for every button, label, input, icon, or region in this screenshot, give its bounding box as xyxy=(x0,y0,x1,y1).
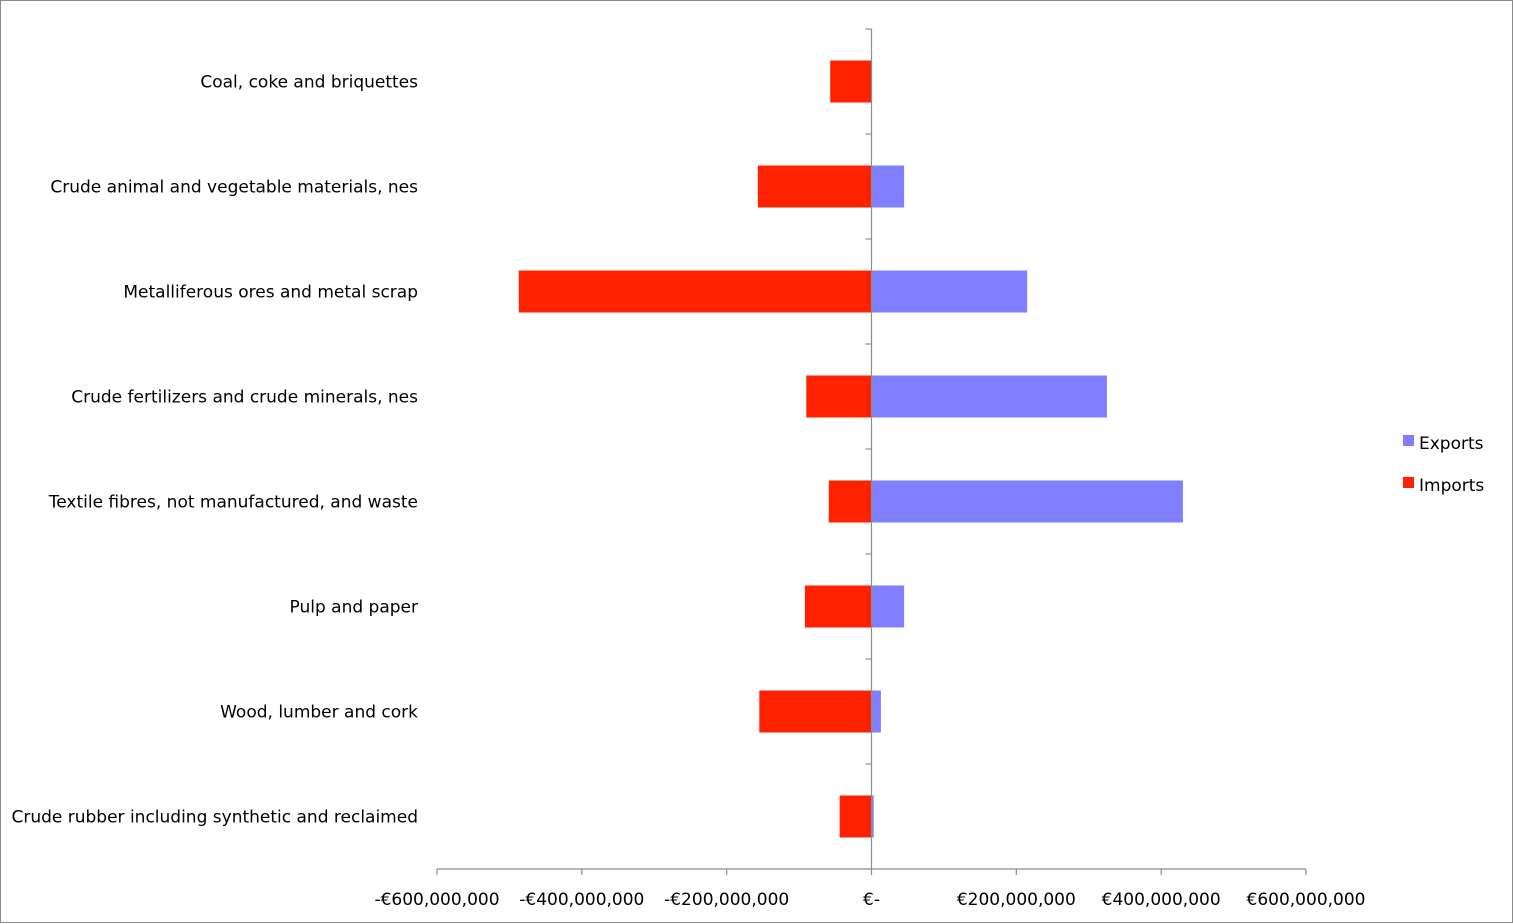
category-label: Textile fibres, not manufactured, and wa… xyxy=(48,493,418,513)
bar-imports-4 xyxy=(828,480,872,523)
bar-exports-3 xyxy=(871,375,1107,418)
x-tick-label: €600,000,000 xyxy=(1247,890,1366,910)
category-label: Crude fertilizers and crude minerals, ne… xyxy=(71,388,418,408)
bar-exports-2 xyxy=(871,270,1028,313)
legend: Exports Imports xyxy=(1403,434,1484,496)
legend-swatch-exports xyxy=(1403,435,1414,446)
bar-imports-2 xyxy=(518,270,872,313)
bar-exports-4 xyxy=(871,480,1183,523)
x-tick-label: -€600,000,000 xyxy=(374,890,499,910)
category-labels: Coal, coke and briquettes Crude animal an… xyxy=(11,73,418,828)
bar-exports-1 xyxy=(871,165,905,208)
x-tick-label: €400,000,000 xyxy=(1102,890,1221,910)
bar-exports-5 xyxy=(871,585,905,628)
x-tick-label: -€200,000,000 xyxy=(664,890,789,910)
bar-imports-0 xyxy=(830,60,872,103)
axes-layer xyxy=(436,28,1307,875)
category-label: Pulp and paper xyxy=(290,598,418,618)
bar-exports-6 xyxy=(871,690,881,733)
legend-swatch-imports xyxy=(1403,477,1414,488)
category-label: Metalliferous ores and metal scrap xyxy=(123,283,418,303)
bars-layer xyxy=(518,60,1183,838)
tick-labels: -€600,000,000 -€400,000,000 -€200,000,000 €… xyxy=(374,890,1365,910)
legend-label-imports: Imports xyxy=(1419,476,1484,496)
category-label: Coal, coke and briquettes xyxy=(200,73,418,93)
x-tick-label: €200,000,000 xyxy=(957,890,1076,910)
bar-imports-1 xyxy=(757,165,872,208)
bar-imports-3 xyxy=(806,375,872,418)
legend-label-exports: Exports xyxy=(1419,434,1484,454)
category-label: Crude rubber including synthetic and rec… xyxy=(11,808,418,828)
bar-imports-5 xyxy=(804,585,872,628)
bar-exports-7 xyxy=(871,795,874,838)
category-label: Wood, lumber and cork xyxy=(220,703,418,723)
x-tick-label: -€400,000,000 xyxy=(519,890,644,910)
x-tick-label: €- xyxy=(863,890,880,910)
bar-imports-7 xyxy=(839,795,872,838)
bar-imports-6 xyxy=(759,690,872,733)
category-label: Crude animal and vegetable materials, ne… xyxy=(50,178,418,198)
